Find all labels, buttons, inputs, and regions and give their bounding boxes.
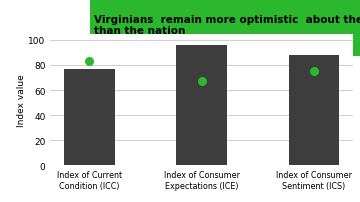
Bar [64,69,114,166]
Bar [289,56,339,166]
Text: Virginians  remain more optimistic  about the future
than the nation: Virginians remain more optimistic about … [94,15,360,36]
Bar [176,46,227,166]
Y-axis label: Index value: Index value [17,74,26,126]
FancyBboxPatch shape [90,0,360,57]
